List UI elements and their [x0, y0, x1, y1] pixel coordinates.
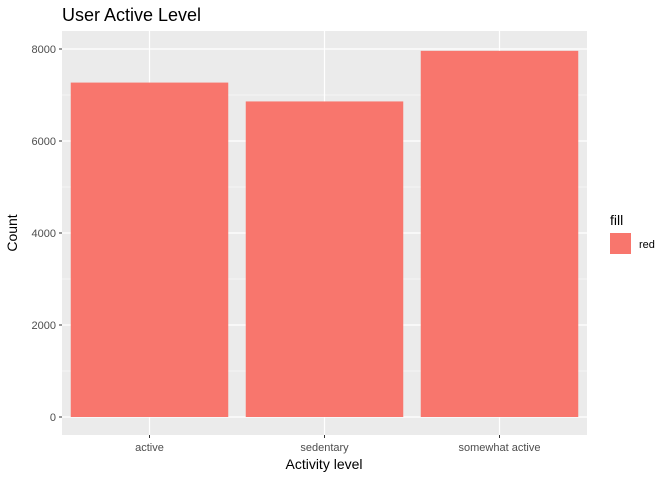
- legend-swatch: [610, 233, 631, 254]
- bar-somewhat-active: [420, 50, 579, 418]
- y-tick-label: 0: [50, 412, 56, 424]
- y-axis-title: Count: [4, 214, 20, 251]
- y-tick-label: 8000: [32, 44, 56, 56]
- chart-title: User Active Level: [62, 5, 201, 25]
- y-tick-label: 6000: [32, 136, 56, 148]
- x-tick-label: sedentary: [300, 442, 349, 454]
- legend-entries: red: [610, 233, 655, 254]
- legend: fill red: [610, 212, 655, 254]
- bar-sedentary: [245, 101, 404, 417]
- x-tick-label: active: [135, 442, 164, 454]
- legend-label: red: [639, 239, 655, 251]
- plot-panel: [62, 31, 587, 435]
- bars: [70, 50, 579, 418]
- y-tick-label: 4000: [32, 228, 56, 240]
- bar-active: [70, 82, 229, 417]
- x-axis-title: Activity level: [285, 456, 362, 472]
- x-tick-label: somewhat active: [459, 442, 541, 454]
- x-axis: active sedentary somewhat active: [135, 435, 540, 454]
- legend-title: fill: [610, 212, 623, 228]
- y-tick-label: 2000: [32, 320, 56, 332]
- y-axis: 0 2000 4000 6000 8000: [32, 44, 62, 424]
